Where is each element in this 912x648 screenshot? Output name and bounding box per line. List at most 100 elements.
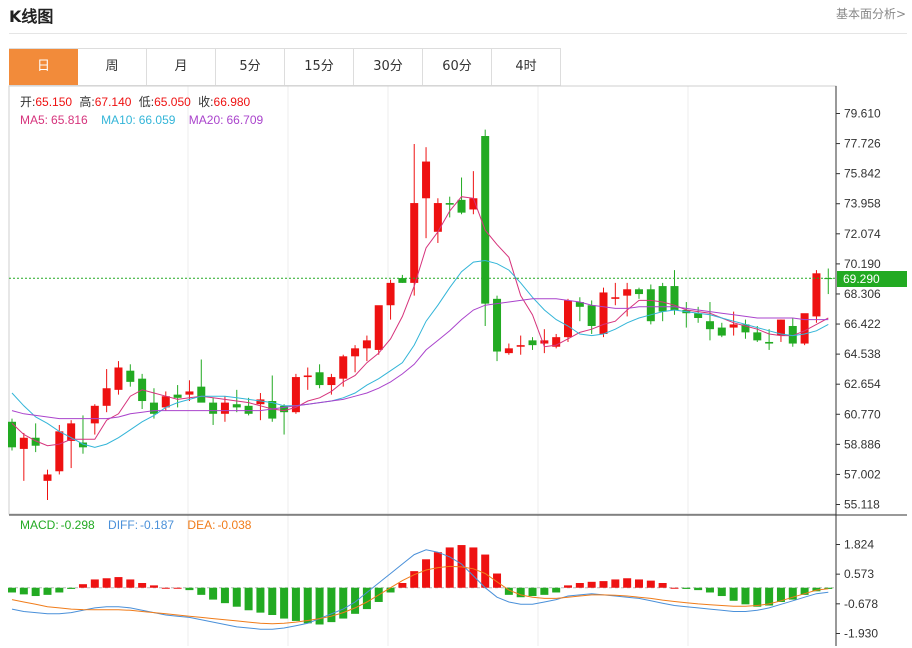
candle-body xyxy=(268,401,277,419)
ma5-line xyxy=(11,196,829,447)
tab-30min[interactable]: 30分 xyxy=(354,49,423,85)
price-tick-label: 79.610 xyxy=(844,107,881,121)
candle-body xyxy=(303,375,312,378)
tab-15min[interactable]: 15分 xyxy=(285,49,354,85)
macd-bar xyxy=(670,587,679,589)
candle xyxy=(552,333,561,349)
price-tick-label: 66.422 xyxy=(844,317,881,331)
macd-bar xyxy=(422,559,431,588)
candle-body xyxy=(812,273,821,317)
candle xyxy=(315,364,324,389)
candle-body xyxy=(800,313,809,344)
macd-bar xyxy=(634,579,643,588)
candle xyxy=(374,305,383,355)
price-tick-label: 72.074 xyxy=(844,227,881,241)
macd-bar xyxy=(564,585,573,588)
ohlc-legend: 开:65.150 高:67.140 低:65.050 收:66.980 xyxy=(20,94,251,109)
candle-body xyxy=(753,332,762,341)
macd-bar xyxy=(31,587,40,597)
candle-body xyxy=(457,199,466,213)
ma-legend: MA5: 65.816 MA10: 66.059 MA20: 66.709 xyxy=(20,113,264,127)
candle xyxy=(173,385,182,408)
candle xyxy=(422,147,431,239)
candle xyxy=(575,297,584,322)
macd-bar xyxy=(824,587,833,589)
tab-5min[interactable]: 5分 xyxy=(216,49,285,85)
macd-bar xyxy=(528,587,537,597)
candle-body xyxy=(705,321,714,330)
candle xyxy=(670,270,679,315)
tab-60min[interactable]: 60分 xyxy=(423,49,492,85)
current-price-badge xyxy=(837,271,907,287)
candle xyxy=(623,282,632,317)
candle-body xyxy=(173,394,182,398)
macd-bar xyxy=(43,587,52,595)
candle-body xyxy=(788,325,797,344)
macd-bar xyxy=(398,583,407,588)
candle-body xyxy=(776,319,785,336)
candle-body xyxy=(493,298,502,352)
macd-bar xyxy=(386,587,395,593)
candle xyxy=(705,302,714,341)
tab-month[interactable]: 月 xyxy=(147,49,216,85)
candle xyxy=(90,404,99,435)
candle-body xyxy=(315,372,324,386)
candle xyxy=(102,369,111,413)
candle-body xyxy=(351,348,360,357)
page-title: K线图 xyxy=(9,7,54,26)
candle-body xyxy=(741,324,750,333)
candle-body xyxy=(634,289,643,295)
candle xyxy=(126,364,135,387)
candle xyxy=(244,397,253,416)
fundamental-analysis-link[interactable]: 基本面分析> xyxy=(835,7,906,21)
chart-frame xyxy=(8,85,907,646)
candle-body xyxy=(220,402,229,414)
macd-bar xyxy=(55,587,64,593)
macd-bar xyxy=(481,554,490,588)
macd-bar xyxy=(433,552,442,588)
macd-bar xyxy=(280,587,289,619)
candle-body xyxy=(445,203,454,205)
macd-bar xyxy=(776,587,785,602)
macd-bar xyxy=(552,587,561,593)
price-tick-label: 70.190 xyxy=(844,257,881,271)
candle xyxy=(599,287,608,338)
chart-grid xyxy=(187,86,689,646)
tab-day[interactable]: 日 xyxy=(9,49,78,85)
candle xyxy=(280,404,289,435)
ma10-line xyxy=(11,259,829,448)
candle-body xyxy=(126,370,135,382)
diff-line xyxy=(11,549,829,630)
candle xyxy=(433,198,442,243)
candle xyxy=(788,318,797,347)
macd-bar xyxy=(268,587,277,616)
tab-4hour[interactable]: 4时 xyxy=(492,49,561,85)
candle-body xyxy=(658,286,667,312)
candle-body xyxy=(729,324,738,328)
macd-bar xyxy=(327,587,336,623)
macd-bar xyxy=(362,587,371,610)
macd-bar xyxy=(493,573,502,588)
macd-bar xyxy=(114,577,123,588)
macd-bar xyxy=(705,587,714,593)
macd-bar xyxy=(244,587,253,611)
candle-body xyxy=(161,396,170,408)
tab-week[interactable]: 周 xyxy=(78,49,147,85)
candle-body xyxy=(587,305,596,326)
macd-bar xyxy=(540,587,549,595)
candle xyxy=(55,424,64,475)
macd-bar xyxy=(303,587,312,624)
price-axis: 79.610 77.726 75.842 73.958 72.074 70.190 68.3… xyxy=(836,107,881,512)
candle xyxy=(812,270,821,323)
candle-body xyxy=(599,292,608,334)
candle xyxy=(256,393,265,421)
candle-body xyxy=(102,388,111,406)
candle-body xyxy=(481,136,490,304)
candle xyxy=(469,171,478,215)
candle xyxy=(611,282,620,306)
price-tick-label: 62.654 xyxy=(844,377,881,391)
macd-bar xyxy=(67,587,76,589)
candle xyxy=(729,311,738,336)
price-tick-label: 58.886 xyxy=(844,437,881,451)
